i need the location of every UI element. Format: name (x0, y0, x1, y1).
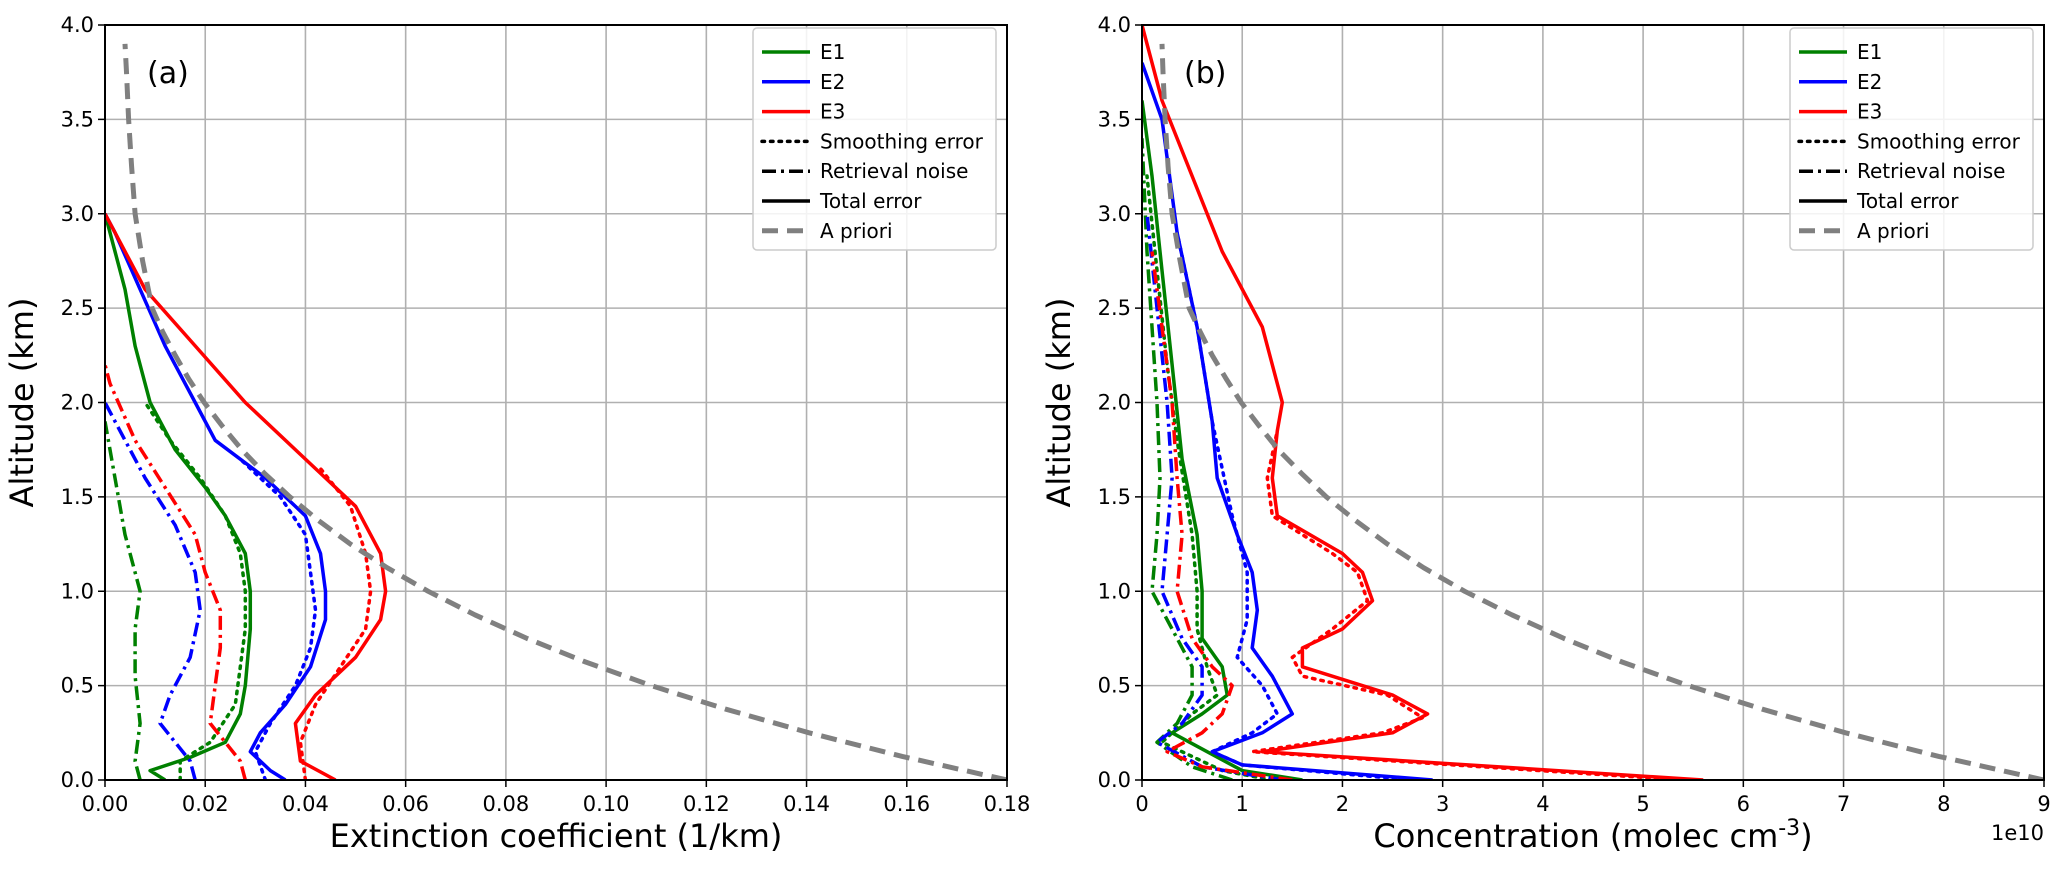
e3-retrieval-noise-series (1150, 251, 1293, 780)
panel-b-x-axis-label: Concentration (molec cm-3) (1373, 816, 1812, 855)
legend-label: Total error (819, 189, 922, 213)
legend-label: Smoothing error (1857, 129, 2021, 153)
x-tick-label: 6 (1737, 792, 1750, 816)
y-tick-label: 2.5 (1098, 296, 1131, 320)
e3-total-error-series (1142, 25, 1704, 780)
x-tick-label: 0 (1135, 792, 1148, 816)
legend-label: A priori (820, 219, 893, 243)
x-tick-label: 0.00 (82, 792, 129, 816)
e2-total-error-series (105, 212, 328, 780)
e1-total-error-series (105, 213, 253, 780)
x-tick-label: 3 (1436, 792, 1449, 816)
x-tick-label: 0.16 (883, 792, 930, 816)
e3-total-error-series (105, 212, 388, 780)
y-tick-label: 0.0 (61, 768, 94, 792)
x-tick-label: 9 (2037, 792, 2050, 816)
legend-label: E3 (820, 100, 845, 124)
x-tick-label: 0.10 (583, 792, 630, 816)
legend-label: E1 (820, 40, 845, 64)
panel-a-x-axis-label: Extinction coefficient (1/km) (330, 817, 783, 855)
panel-a-series (105, 43, 1007, 780)
legend-label: Total error (1856, 189, 1959, 213)
y-tick-label: 3.5 (1098, 107, 1131, 131)
x-tick-label: 8 (1937, 792, 1950, 816)
y-tick-label: 2.0 (61, 391, 94, 415)
x-tick-label: 1 (1236, 792, 1249, 816)
x-tick-label: 0.14 (783, 792, 830, 816)
x-tick-label: 0.04 (282, 792, 329, 816)
panel-a-frame (104, 24, 1008, 781)
panel-b-label: (b) (1184, 56, 1226, 91)
y-tick-label: 0.5 (61, 674, 94, 698)
legend-frame (1789, 27, 2034, 251)
panel-b-series (1142, 25, 2044, 780)
e3-smoothing-error-series (298, 466, 373, 780)
panel-b-ticks: 0 1 2 3 4 5 6 7 8 9 0.0 0.5 1.0 1.5 2.0 2.5 3.0 3.5 4.0 (1098, 13, 2051, 816)
e2-smoothing-error-series (1175, 230, 1415, 780)
e2-retrieval-noise-series (105, 401, 202, 780)
x-tick-label: 0.18 (984, 792, 1031, 816)
legend-label: E2 (1857, 70, 1882, 94)
x-tick-label: 0.02 (182, 792, 229, 816)
y-tick-label: 3.5 (61, 107, 94, 131)
legend-label: Retrieval noise (820, 159, 968, 183)
legend-label: Retrieval noise (1857, 159, 2005, 183)
legend-frame (752, 27, 997, 251)
y-tick-label: 4.0 (61, 13, 94, 37)
y-tick-label: 1.5 (61, 485, 94, 509)
panel-a-ticks: 0.00 0.02 0.04 0.06 0.08 0.10 0.12 0.14 0.16 0.18… (61, 13, 1031, 816)
y-tick-label: 1.0 (1098, 579, 1131, 603)
y-tick-label: 0.0 (1098, 768, 1131, 792)
y-tick-label: 3.0 (1098, 202, 1131, 226)
e3-retrieval-noise-series (105, 364, 247, 780)
y-tick-label: 1.0 (61, 579, 94, 603)
legend-label: E1 (1857, 40, 1882, 64)
panel-b-x-offset-label: 1e10 (1991, 821, 2044, 845)
panel-a-y-axis-label: Altitude (km) (3, 298, 41, 508)
e2-smoothing-error-series (238, 457, 318, 780)
x-tick-label: 0.06 (382, 792, 429, 816)
panel-a: 0.00 0.02 0.04 0.06 0.08 0.10 0.12 0.14 0.16 0.18… (3, 13, 1030, 855)
panel-b-legend: E1 E2 E3 Smoothing error Retrieval noise Tota… (1789, 27, 2034, 251)
e1-smoothing-error-series (1145, 174, 1275, 780)
panel-b-x-axis-label-suffix: ) (1800, 817, 1812, 855)
panel-a-label: (a) (147, 56, 189, 91)
e3-smoothing-error-series (1250, 429, 1685, 780)
y-tick-label: 0.5 (1098, 674, 1131, 698)
e1-smoothing-error-series (143, 400, 248, 780)
x-tick-label: 0.08 (483, 792, 530, 816)
y-tick-label: 2.0 (1098, 391, 1131, 415)
legend-label: E3 (1857, 100, 1882, 124)
x-tick-label: 4 (1536, 792, 1549, 816)
panel-b-frame (1141, 24, 2045, 781)
y-tick-label: 4.0 (1098, 13, 1131, 37)
panel-a-legend: E1 E2 E3 Smoothing error Retrieval noise Tota… (752, 27, 997, 251)
legend-label: E2 (820, 70, 845, 94)
e1-retrieval-noise-series (105, 421, 142, 780)
y-tick-label: 2.5 (61, 296, 94, 320)
x-tick-label: 2 (1336, 792, 1349, 816)
x-tick-label: 0.12 (683, 792, 730, 816)
e2-total-error-series (1142, 62, 1433, 780)
x-tick-label: 5 (1636, 792, 1649, 816)
y-tick-label: 1.5 (1098, 485, 1131, 509)
panel-b: 0 1 2 3 4 5 6 7 8 9 0.0 0.5 1.0 1.5 2.0 2.5 3.0 3.5 4.0 (b… (1040, 13, 2051, 855)
legend-label: A priori (1857, 219, 1930, 243)
panel-b-x-axis-label-main: Concentration (molec cm (1373, 817, 1778, 855)
panel-b-y-axis-label: Altitude (km) (1040, 298, 1078, 508)
y-tick-label: 3.0 (61, 202, 94, 226)
a-priori-line-series (122, 43, 1007, 780)
panel-b-x-axis-label-superscript: -3 (1778, 816, 1800, 841)
a-priori-line-series (1159, 43, 2044, 780)
x-tick-label: 7 (1837, 792, 1850, 816)
legend-label: Smoothing error (820, 129, 984, 153)
e1-total-error-series (1142, 100, 1303, 780)
